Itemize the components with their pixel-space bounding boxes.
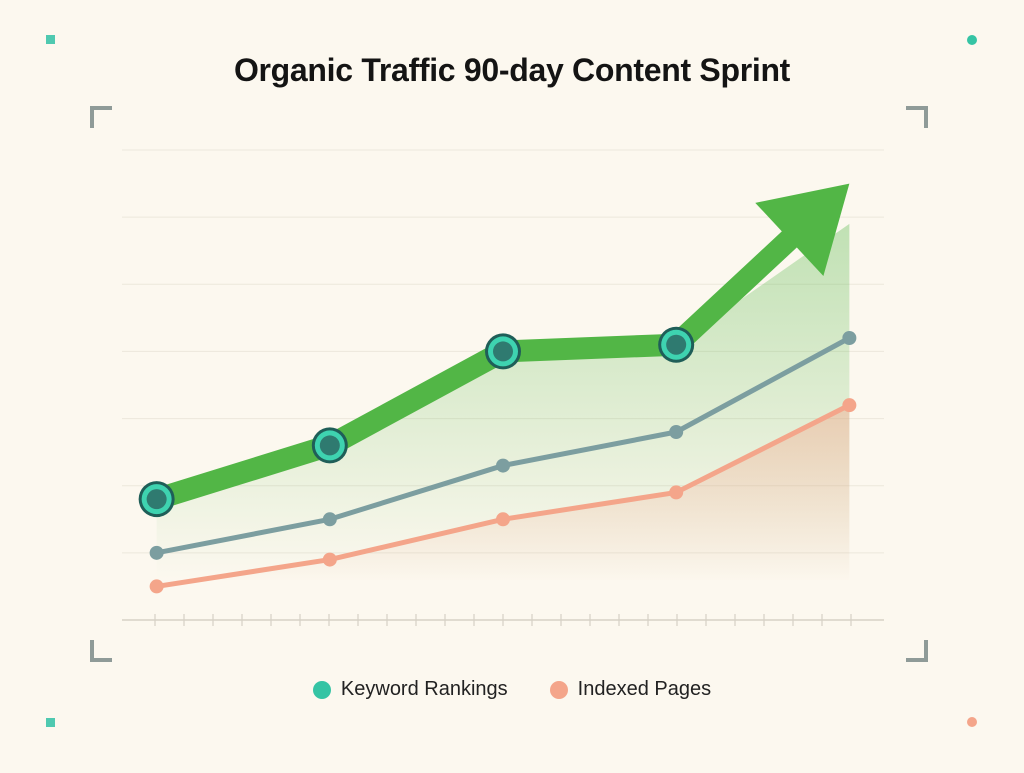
corner-bracket-top-right	[906, 106, 928, 128]
decor-square-top-left	[46, 35, 55, 44]
series-marker-middle	[496, 458, 510, 473]
corner-bracket-bottom-right	[906, 640, 928, 662]
decor-dot-top-right	[967, 35, 977, 45]
corner-bracket-bottom-left	[90, 640, 112, 662]
legend-label-indexed-pages: Indexed Pages	[577, 678, 712, 700]
decor-dot-bottom-right	[967, 717, 977, 727]
series-marker-middle	[322, 512, 337, 527]
decor-square-bottom-left	[46, 718, 55, 727]
x-axis	[122, 614, 884, 626]
series-marker-indexed-pages	[149, 579, 164, 594]
series-marker-indexed-pages	[496, 512, 510, 527]
series-marker-keyword-rankings	[146, 489, 167, 510]
series-marker-keyword-rankings	[319, 435, 340, 456]
series-markers	[138, 326, 857, 594]
series-marker-keyword-rankings	[666, 334, 687, 355]
series-marker-middle	[842, 331, 857, 345]
legend-item-keyword-rankings: Keyword Rankings	[312, 678, 508, 701]
trend-arrow-head	[755, 183, 850, 277]
series-marker-middle	[669, 425, 684, 439]
series-marker-keyword-rankings	[493, 341, 513, 362]
corner-bracket-top-left	[90, 106, 112, 128]
legend-label-keyword-rankings: Keyword Rankings	[340, 678, 508, 700]
series-marker-middle	[149, 545, 164, 560]
chart-title: Organic Traffic 90-day Content Sprint	[233, 52, 791, 88]
legend-swatch-indexed-pages	[549, 680, 568, 699]
area-fill-indexed-pages	[156, 405, 850, 587]
legend-item-indexed-pages: Indexed Pages	[549, 678, 712, 701]
decorations	[46, 35, 977, 727]
series-marker-indexed-pages	[322, 552, 337, 567]
legend-swatch-keyword-rankings	[312, 680, 331, 699]
series-marker-indexed-pages	[842, 398, 857, 413]
series-marker-indexed-pages	[669, 485, 684, 500]
legend: Keyword Rankings Indexed Pages	[0, 678, 1024, 701]
